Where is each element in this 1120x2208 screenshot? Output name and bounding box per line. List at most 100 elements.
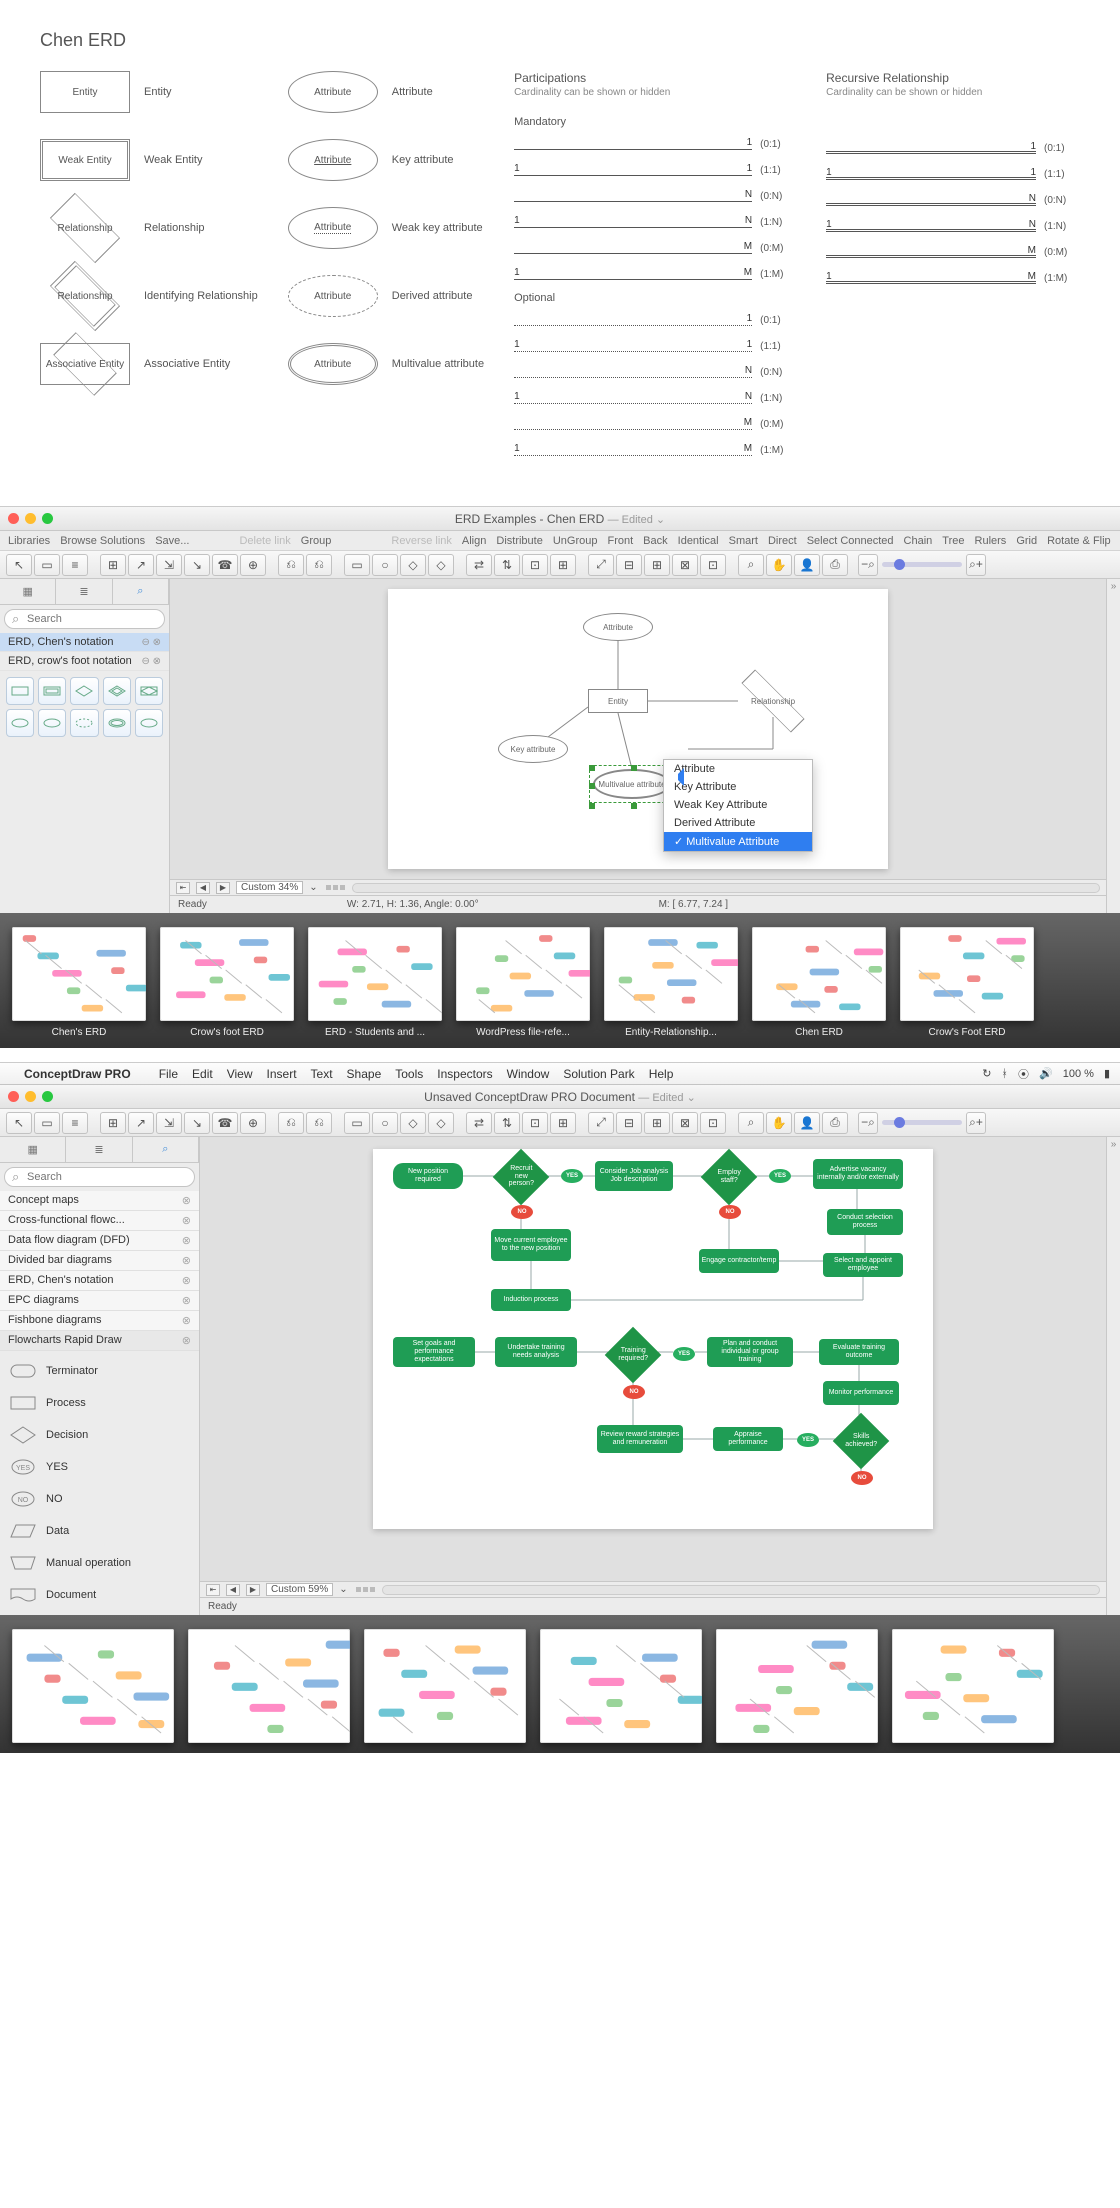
gallery-item[interactable]: WordPress file-refe...	[456, 927, 590, 1038]
toolbar-button[interactable]: ◇	[428, 1112, 454, 1134]
toolbar-button[interactable]: ≡	[62, 1112, 88, 1134]
zoom-level[interactable]: Custom 59%	[266, 1583, 333, 1596]
toolbar-button[interactable]: ⊞	[100, 1112, 126, 1134]
shape-row[interactable]: NONO	[0, 1483, 199, 1515]
search-input[interactable]	[4, 609, 165, 629]
shape-row[interactable]: Process	[0, 1387, 199, 1419]
ctx-item[interactable]: Attribute	[664, 760, 812, 778]
palette-shape[interactable]	[70, 677, 98, 705]
canvas-footer[interactable]: ⇤ ◀ ▶ Custom 34% ⌄	[170, 879, 1106, 895]
os-menu-edit[interactable]: Edit	[192, 1067, 213, 1081]
toolbar-button[interactable]: ⊟	[616, 554, 642, 576]
toolbar-button[interactable]: ▭	[34, 1112, 60, 1134]
close-icon[interactable]: ⊖ ⊗	[141, 656, 161, 667]
search-input[interactable]	[4, 1167, 195, 1187]
toolbar-button[interactable]: ⌕	[738, 554, 764, 576]
flow-proc[interactable]: Consider Job analysis Job description	[595, 1161, 673, 1191]
toolbar-button[interactable]: ⊕	[240, 1112, 266, 1134]
ctx-item[interactable]: Weak Key Attribute	[664, 796, 812, 814]
toolbar-button[interactable]: ⇄	[466, 554, 492, 576]
toolbar-button[interactable]: ↗	[128, 554, 154, 576]
os-menu-insert[interactable]: Insert	[267, 1067, 297, 1081]
menu-identical[interactable]: Identical	[678, 535, 719, 547]
toolbar-button[interactable]: ⎌	[306, 554, 332, 576]
library-item[interactable]: Data flow diagram (DFD)⊗	[0, 1231, 199, 1251]
flow-proc[interactable]: Conduct selection process	[827, 1209, 903, 1235]
toolbar-button[interactable]: ⤢	[588, 1112, 614, 1134]
menu-align[interactable]: Align	[462, 535, 486, 547]
toolbar-button[interactable]: ⊟	[616, 1112, 642, 1134]
shape-row[interactable]: Manual operation	[0, 1547, 199, 1579]
sidebar-tab-3[interactable]: ⌕	[133, 1137, 199, 1162]
toolbar-button[interactable]: ⎙	[822, 554, 848, 576]
palette-shape[interactable]	[38, 709, 66, 737]
library-item[interactable]: ERD, crow's foot notation⊖ ⊗	[0, 652, 169, 671]
traffic-lights[interactable]	[8, 513, 53, 524]
gallery-item[interactable]	[364, 1629, 526, 1743]
flow-yes[interactable]: YES	[769, 1169, 791, 1183]
toolbar-button[interactable]: 👤	[794, 554, 820, 576]
sidebar-tab-1[interactable]: ▦	[0, 1137, 66, 1162]
toolbar-button[interactable]: ⊞	[550, 554, 576, 576]
gallery-item[interactable]	[188, 1629, 350, 1743]
flow-no[interactable]: NO	[623, 1385, 645, 1399]
toolbar-button[interactable]: ⇲	[156, 554, 182, 576]
menu-smart[interactable]: Smart	[729, 535, 758, 547]
toolbar-button[interactable]: ↘	[184, 554, 210, 576]
toolbar-button[interactable]: ○	[372, 554, 398, 576]
flow-proc[interactable]: Induction process	[491, 1289, 571, 1311]
gallery-item[interactable]	[892, 1629, 1054, 1743]
flow-proc[interactable]: Review reward strategies and remuneratio…	[597, 1425, 683, 1453]
toolbar-button[interactable]: ◇	[400, 554, 426, 576]
canvas-2[interactable]: New position requiredRecruit new person?…	[200, 1137, 1106, 1581]
close-icon[interactable]: ⊗	[182, 1274, 191, 1287]
sidebar-search[interactable]	[0, 1163, 199, 1191]
zoom-slider[interactable]: −⌕⌕+	[858, 1112, 986, 1134]
close-icon[interactable]: ⊖ ⊗	[141, 637, 161, 648]
gallery-item[interactable]: Chen's ERD	[12, 927, 146, 1038]
close-icon[interactable]: ⊗	[182, 1194, 191, 1207]
palette-shape[interactable]	[38, 677, 66, 705]
toolbar-button[interactable]: ⤢	[588, 554, 614, 576]
flow-proc[interactable]: Evaluate training outcome	[819, 1339, 899, 1365]
flow-proc[interactable]: Set goals and performance expectations	[393, 1337, 475, 1367]
gallery-item[interactable]: Chen ERD	[752, 927, 886, 1038]
library-item[interactable]: ERD, Chen's notation⊗	[0, 1271, 199, 1291]
sidebar-tab-1[interactable]: ▦	[0, 579, 56, 604]
flow-proc[interactable]: Move current employee to the new positio…	[491, 1229, 571, 1261]
toolbar-button[interactable]: ⊠	[672, 1112, 698, 1134]
flow-proc[interactable]: Select and appoint employee	[823, 1253, 903, 1277]
library-item[interactable]: Cross-functional flowc...⊗	[0, 1211, 199, 1231]
toolbar-button[interactable]: ↖	[6, 554, 32, 576]
gallery-item[interactable]	[540, 1629, 702, 1743]
toolbar-button[interactable]: ▭	[344, 554, 370, 576]
menu-chain[interactable]: Chain	[904, 535, 933, 547]
shape-row[interactable]: Data	[0, 1515, 199, 1547]
os-menu-solution park[interactable]: Solution Park	[563, 1067, 634, 1081]
collapse-right-icon[interactable]: »	[1106, 579, 1120, 913]
sidebar-search[interactable]	[0, 605, 169, 633]
page-first[interactable]: ⇤	[176, 882, 190, 894]
flow-proc[interactable]: Plan and conduct individual or group tra…	[707, 1337, 793, 1367]
shape-list[interactable]: TerminatorProcessDecisionYESYESNONODataM…	[0, 1351, 199, 1615]
toolbar-button[interactable]: ↗	[128, 1112, 154, 1134]
shape-palette[interactable]	[0, 671, 169, 743]
canvas-page-2[interactable]: New position requiredRecruit new person?…	[373, 1149, 933, 1529]
menu-tree[interactable]: Tree	[942, 535, 964, 547]
toolbar-button[interactable]: ☎	[212, 554, 238, 576]
palette-shape[interactable]	[135, 677, 163, 705]
library-item[interactable]: Fishbone diagrams⊗	[0, 1311, 199, 1331]
gallery-item[interactable]: ERD - Students and ...	[308, 927, 442, 1038]
flow-proc[interactable]: Advertise vacancy internally and/or exte…	[813, 1159, 903, 1189]
close-icon[interactable]: ⊗	[182, 1214, 191, 1227]
os-menu-view[interactable]: View	[227, 1067, 253, 1081]
flow-proc[interactable]: Undertake training needs analysis	[495, 1337, 577, 1367]
palette-shape[interactable]	[6, 677, 34, 705]
palette-shape[interactable]	[70, 709, 98, 737]
library-item[interactable]: Concept maps⊗	[0, 1191, 199, 1211]
menu-distribute[interactable]: Distribute	[496, 535, 542, 547]
close-icon[interactable]: ⊗	[182, 1254, 191, 1267]
app-menubar[interactable]: LibrariesBrowse SolutionsSave...Delete l…	[0, 531, 1120, 551]
os-menu-shape[interactable]: Shape	[347, 1067, 382, 1081]
gallery-item[interactable]: Crow's Foot ERD	[900, 927, 1034, 1038]
